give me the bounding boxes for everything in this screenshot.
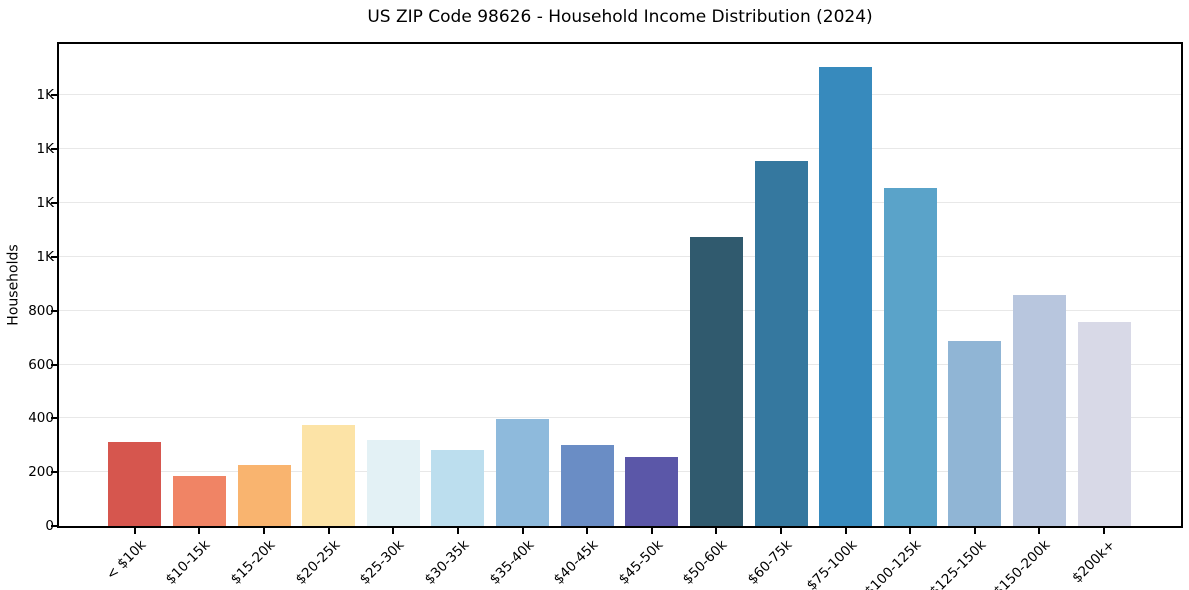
x-tick-mark bbox=[198, 528, 201, 534]
x-tick-mark bbox=[456, 528, 459, 534]
grid-line bbox=[59, 94, 1181, 96]
bar-14 bbox=[948, 340, 1002, 526]
x-tick-mark bbox=[392, 528, 395, 534]
grid-line bbox=[59, 471, 1181, 473]
y-tick-mark bbox=[51, 525, 57, 527]
bar-6 bbox=[431, 449, 485, 526]
x-tick-mark bbox=[586, 528, 589, 534]
y-tick-label: 200 bbox=[28, 464, 54, 481]
y-tick-mark bbox=[51, 309, 57, 312]
x-tick-mark bbox=[1038, 528, 1041, 534]
x-tick-mark bbox=[780, 528, 782, 534]
y-tick-mark bbox=[51, 202, 57, 205]
y-tick-mark bbox=[51, 471, 57, 474]
chart-title: US ZIP Code 98626 - Household Income Dis… bbox=[367, 7, 873, 27]
y-tick-mark bbox=[51, 148, 57, 151]
bar-7 bbox=[496, 418, 550, 526]
bar-4 bbox=[302, 424, 356, 526]
y-axis-label-container: Households bbox=[0, 44, 28, 526]
plot-area bbox=[57, 42, 1183, 528]
bar-2 bbox=[172, 476, 226, 526]
bar-3 bbox=[237, 464, 291, 526]
y-tick-label: 400 bbox=[28, 410, 54, 427]
bar-16 bbox=[1077, 321, 1131, 526]
grid-line bbox=[59, 417, 1181, 419]
x-tick-mark bbox=[909, 528, 912, 534]
grid-line bbox=[59, 309, 1181, 311]
bar-12 bbox=[819, 67, 873, 526]
x-tick-mark bbox=[521, 528, 524, 534]
y-tick-mark bbox=[51, 94, 57, 97]
y-tick-label: 800 bbox=[28, 302, 54, 319]
x-tick-mark bbox=[844, 528, 847, 534]
bar-8 bbox=[560, 445, 614, 526]
x-tick-mark bbox=[650, 528, 653, 534]
bar-13 bbox=[883, 187, 937, 526]
grid-line bbox=[59, 255, 1181, 257]
y-tick-mark bbox=[51, 255, 57, 258]
y-tick-label: 1K bbox=[36, 195, 54, 212]
x-tick-mark bbox=[327, 528, 330, 534]
y-tick-label: 0 bbox=[45, 518, 54, 534]
x-tick-mark bbox=[973, 528, 976, 534]
x-tick-mark bbox=[1103, 528, 1106, 534]
bar-15 bbox=[1012, 294, 1066, 526]
x-tick-mark bbox=[263, 528, 266, 534]
bar-1 bbox=[108, 441, 162, 526]
bar-11 bbox=[754, 161, 808, 526]
x-tick-mark bbox=[715, 528, 718, 534]
y-tick-mark bbox=[51, 417, 57, 420]
y-tick-mark bbox=[51, 363, 57, 366]
bar-9 bbox=[625, 456, 679, 526]
grid-line bbox=[59, 202, 1181, 204]
grid-line bbox=[59, 363, 1181, 365]
y-tick-label: 1K bbox=[36, 141, 54, 158]
y-tick-label: 1K bbox=[36, 87, 54, 104]
grid-line bbox=[59, 148, 1181, 150]
x-tick-mark bbox=[133, 528, 136, 534]
bar-5 bbox=[366, 440, 420, 526]
y-tick-label: 1K bbox=[36, 248, 54, 265]
bar-10 bbox=[689, 236, 743, 526]
y-tick-label: 600 bbox=[28, 356, 54, 373]
x-tick-label: < $10k bbox=[103, 537, 150, 584]
